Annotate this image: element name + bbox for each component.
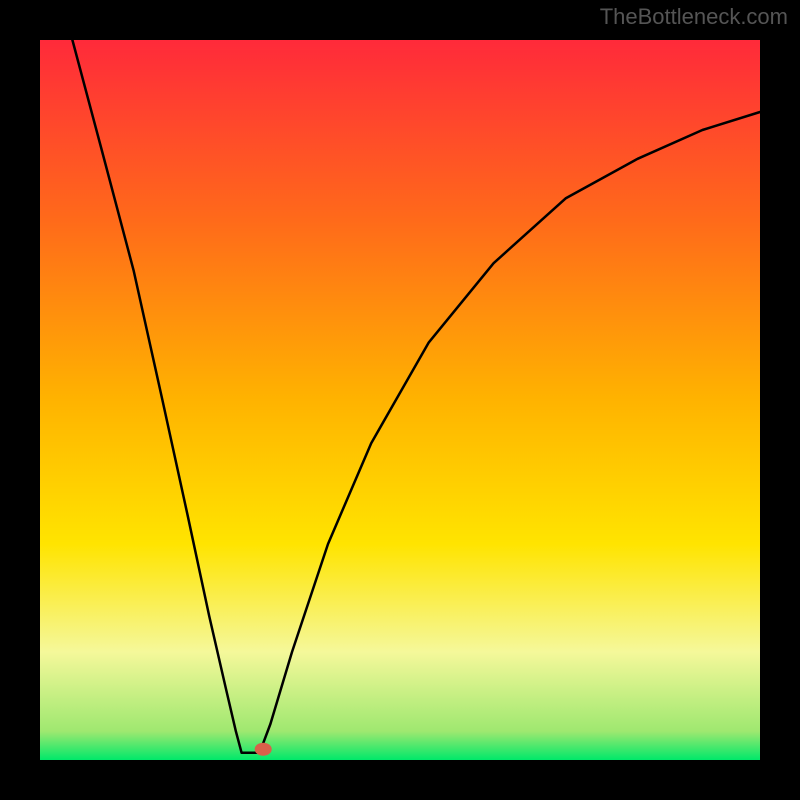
- watermark: TheBottleneck.com: [600, 4, 788, 30]
- bottleneck-chart: [0, 0, 800, 800]
- chart-container: TheBottleneck.com: [0, 0, 800, 800]
